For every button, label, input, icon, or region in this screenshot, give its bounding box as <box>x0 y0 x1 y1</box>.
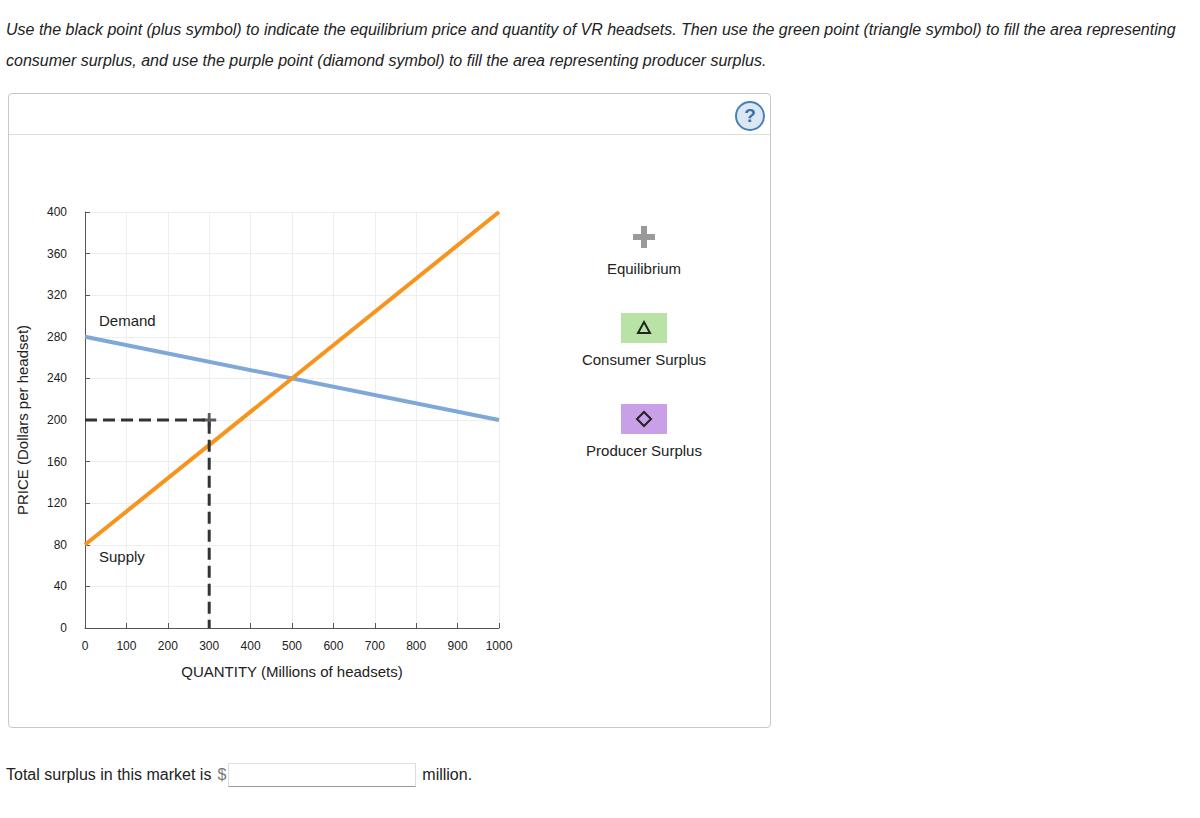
svg-text:280: 280 <box>47 330 67 344</box>
html-text:Use the black point (plus symb: Use the black point (plus symbol) to ind… <box>6 21 1176 69</box>
svg-text:0: 0 <box>82 639 89 653</box>
svg-text:QUANTITY (Millions of headsets: QUANTITY (Millions of headsets) <box>181 663 402 680</box>
html-text:Consumer Surplus: Consumer Surplus <box>581 351 707 368</box>
svg-text:320: 320 <box>47 288 67 302</box>
svg-text:Supply: Supply <box>99 548 145 565</box>
html-text:million.: million. <box>422 766 473 783</box>
html-text:Equilibrium: Equilibrium <box>606 260 682 277</box>
svg-text:800: 800 <box>406 639 426 653</box>
svg-text:400: 400 <box>241 639 261 653</box>
svg-text:Demand: Demand <box>99 312 156 329</box>
svg-text:PRICE (Dollars per headset): PRICE (Dollars per headset) <box>14 325 31 515</box>
svg-text:300: 300 <box>199 639 219 653</box>
svg-text:160: 160 <box>47 455 67 469</box>
svg-text:200: 200 <box>158 639 178 653</box>
svg-text:80: 80 <box>54 538 68 552</box>
html-text:Total surplus in this market i: Total surplus in this market is $ <box>6 766 227 783</box>
svg-text:40: 40 <box>54 579 68 593</box>
html-text:Producer Surplus: Producer Surplus <box>586 442 702 459</box>
svg-text:240: 240 <box>47 371 67 385</box>
svg-text:100: 100 <box>116 639 136 653</box>
svg-text:1000: 1000 <box>486 639 513 653</box>
svg-text:500: 500 <box>282 639 302 653</box>
svg-text:900: 900 <box>448 639 468 653</box>
svg-text:400: 400 <box>47 205 67 219</box>
svg-text:360: 360 <box>47 247 67 261</box>
svg-text:120: 120 <box>47 496 67 510</box>
svg-text:700: 700 <box>365 639 385 653</box>
svg-text:600: 600 <box>323 639 343 653</box>
svg-text:0: 0 <box>60 621 67 635</box>
svg-text:200: 200 <box>47 413 67 427</box>
